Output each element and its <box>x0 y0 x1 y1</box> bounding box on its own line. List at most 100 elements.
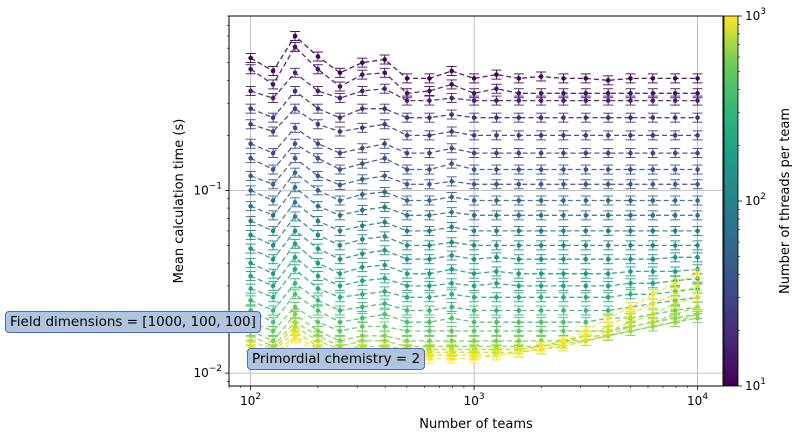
point-marker <box>471 90 477 96</box>
point-marker <box>561 90 566 96</box>
data-point <box>558 268 569 279</box>
data-point <box>245 243 256 254</box>
data-point <box>692 252 703 263</box>
point-marker <box>382 311 387 317</box>
data-point <box>513 148 524 159</box>
point-marker <box>404 181 410 187</box>
point-marker <box>270 167 276 172</box>
data-point <box>625 73 636 84</box>
point-marker <box>672 90 678 96</box>
point-marker <box>695 76 700 81</box>
point-marker <box>650 269 656 274</box>
series-19 <box>245 302 703 336</box>
data-point <box>469 305 480 316</box>
point-marker <box>605 243 611 248</box>
data-point <box>513 164 524 175</box>
point-marker <box>605 283 611 289</box>
data-point <box>312 216 323 226</box>
point-marker <box>427 76 432 81</box>
point-marker <box>605 308 611 313</box>
data-point <box>446 66 457 76</box>
point-marker <box>292 44 298 50</box>
data-point <box>334 126 345 137</box>
point-marker <box>315 141 321 147</box>
point-marker <box>471 256 477 262</box>
data-point <box>603 195 614 206</box>
data-point <box>357 57 368 68</box>
data-point <box>647 112 658 123</box>
data-point <box>357 234 368 245</box>
point-marker <box>471 213 477 218</box>
data-point <box>268 317 279 328</box>
point-marker <box>494 228 499 234</box>
point-marker <box>337 198 343 203</box>
data-point <box>580 148 591 159</box>
data-point <box>446 207 457 218</box>
data-point <box>625 254 636 265</box>
point-marker <box>248 246 253 251</box>
data-point <box>692 112 703 123</box>
data-point <box>446 264 457 275</box>
data-point <box>692 95 703 106</box>
point-marker <box>382 141 387 147</box>
point-marker <box>404 308 410 313</box>
data-point <box>670 289 681 300</box>
data-point <box>647 309 658 320</box>
data-point <box>692 73 703 84</box>
y-axis: 10−2 10−1 <box>193 15 229 382</box>
data-point <box>290 211 301 222</box>
data-point <box>513 292 524 303</box>
point-marker <box>695 294 700 300</box>
data-point <box>290 289 301 300</box>
point-marker <box>337 328 343 334</box>
point-marker <box>516 167 522 172</box>
data-point <box>402 280 413 291</box>
data-point <box>245 119 256 130</box>
data-point <box>424 195 435 206</box>
point-marker <box>449 129 455 134</box>
point-marker <box>270 256 276 262</box>
point-marker <box>650 115 656 120</box>
data-point <box>312 138 323 149</box>
data-point <box>670 278 681 289</box>
data-point <box>357 103 368 114</box>
data-point <box>469 73 480 84</box>
data-point <box>513 240 524 251</box>
point-marker <box>427 213 432 218</box>
data-point <box>446 250 457 261</box>
point-marker <box>360 106 365 111</box>
point-marker <box>404 228 410 234</box>
point-marker <box>337 294 343 300</box>
point-marker <box>672 301 678 306</box>
point-marker <box>471 283 477 289</box>
point-marker <box>561 243 566 248</box>
point-marker <box>672 150 678 156</box>
data-point <box>670 298 681 309</box>
data-point <box>491 164 502 175</box>
data-point <box>379 217 390 228</box>
point-marker <box>248 333 253 339</box>
point-marker <box>248 218 253 224</box>
data-point <box>379 309 390 320</box>
series-12 <box>245 211 703 251</box>
data-point <box>334 195 345 206</box>
point-marker <box>650 319 656 325</box>
data-point <box>558 179 569 190</box>
point-marker <box>471 198 477 203</box>
data-point <box>379 260 390 271</box>
point-marker <box>292 228 298 234</box>
point-marker <box>404 319 410 325</box>
data-point <box>469 353 480 364</box>
data-point <box>424 112 435 123</box>
data-point <box>625 266 636 277</box>
point-marker <box>583 150 589 156</box>
data-point <box>670 73 681 84</box>
data-point <box>647 164 658 175</box>
data-point <box>312 153 323 164</box>
data-point <box>692 225 703 236</box>
data-point <box>268 195 279 206</box>
data-point <box>402 210 413 221</box>
data-point <box>580 195 591 206</box>
point-marker <box>650 291 656 297</box>
data-point <box>290 197 301 208</box>
